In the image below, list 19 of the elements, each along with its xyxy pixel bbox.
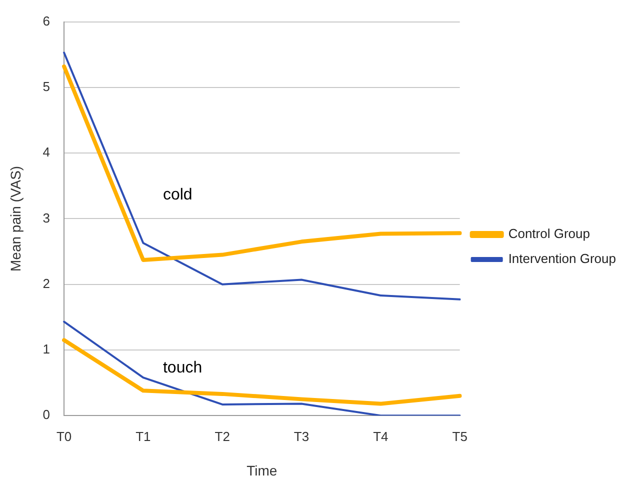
x-axis-title: Time bbox=[246, 462, 278, 478]
x-tick-label: T3 bbox=[294, 428, 310, 444]
y-tick-label: 4 bbox=[42, 144, 50, 160]
legend-label: Intervention Group bbox=[508, 251, 616, 266]
legend-label: Control Group bbox=[508, 226, 590, 242]
y-tick-label: 3 bbox=[42, 210, 50, 226]
annotation: touch bbox=[162, 360, 202, 377]
x-tick-label: T0 bbox=[56, 428, 72, 444]
x-tick-label: T4 bbox=[373, 428, 388, 444]
x-tick-label: T5 bbox=[452, 428, 468, 444]
y-tick-label: 5 bbox=[42, 79, 50, 94]
y-tick-label: 0 bbox=[42, 407, 50, 422]
x-tick-label: T1 bbox=[136, 428, 151, 444]
annotation: cold bbox=[162, 186, 192, 204]
y-tick-label: 6 bbox=[42, 13, 50, 28]
y-tick-label: 1 bbox=[42, 342, 50, 357]
y-tick-label: 2 bbox=[42, 276, 50, 291]
x-tick-label: T2 bbox=[214, 428, 230, 444]
y-axis-title: Mean pain (VAS) bbox=[7, 166, 24, 272]
